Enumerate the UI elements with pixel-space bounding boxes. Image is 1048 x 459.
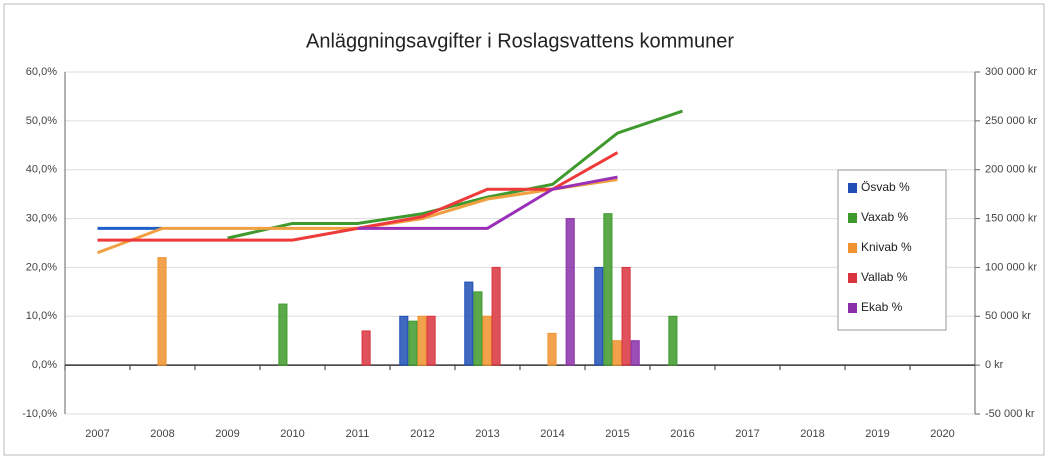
legend-swatch (848, 303, 857, 313)
bar (612, 340, 622, 366)
x-tick-label: 2010 (280, 428, 304, 440)
y-tick-label: 30,0% (26, 212, 57, 224)
y-tick-label: 40,0% (26, 164, 57, 176)
legend-label: Ösvab % (861, 180, 910, 194)
bar (278, 303, 288, 366)
legend-swatch (848, 273, 857, 283)
line (357, 175, 618, 230)
bar (473, 291, 483, 366)
line (227, 109, 683, 240)
bar (399, 315, 409, 366)
y2-tick-label: 0 kr (985, 359, 1004, 371)
y2-tick-label: 250 000 kr (985, 115, 1037, 127)
x-tick-label: 2007 (85, 428, 109, 440)
bar (361, 330, 371, 366)
legend-swatch (848, 183, 857, 193)
x-tick-label: 2017 (735, 428, 759, 440)
bar (464, 281, 474, 366)
bar (630, 340, 640, 366)
x-tick-label: 2014 (540, 428, 564, 440)
legend-label: Vaxab % (861, 210, 908, 224)
bar (157, 257, 167, 366)
bar (408, 320, 418, 366)
x-tick-label: 2019 (865, 428, 889, 440)
bar (603, 213, 613, 366)
y-tick-label: -10,0% (22, 408, 57, 420)
y2-tick-label: 300 000 kr (985, 66, 1037, 78)
legend-label: Ekab % (861, 300, 903, 314)
y-tick-label: 50,0% (26, 115, 57, 127)
y-tick-label: 10,0% (26, 310, 57, 322)
x-tick-label: 2013 (475, 428, 499, 440)
x-tick-label: 2012 (410, 428, 434, 440)
bar (417, 315, 427, 366)
bar (491, 266, 501, 366)
x-tick-label: 2015 (605, 428, 629, 440)
bar (426, 315, 436, 366)
y-tick-label: 0,0% (32, 359, 57, 371)
x-tick-label: 2008 (150, 428, 174, 440)
y2-tick-label: 50 000 kr (985, 310, 1031, 322)
y2-tick-label: 200 000 kr (985, 164, 1037, 176)
bar (668, 315, 678, 366)
legend-swatch (848, 243, 857, 253)
legend-swatch (848, 213, 857, 223)
y-tick-label: 60,0% (26, 66, 57, 78)
legend-label: Knivab % (861, 240, 912, 254)
chart-title: Anläggningsavgifter i Roslagsvattens kom… (306, 30, 734, 52)
x-tick-label: 2020 (930, 428, 954, 440)
x-tick-label: 2016 (670, 428, 694, 440)
bar (565, 218, 575, 366)
legend-label: Vallab % (861, 270, 908, 284)
x-tick-label: 2011 (346, 428, 370, 440)
bar (594, 266, 604, 366)
bar (547, 332, 557, 366)
bar (482, 315, 492, 366)
y2-tick-label: 150 000 kr (985, 212, 1037, 224)
bar (621, 266, 631, 366)
x-tick-label: 2009 (215, 428, 239, 440)
y2-tick-label: -50 000 kr (985, 408, 1035, 420)
y2-tick-label: 100 000 kr (985, 261, 1037, 273)
legend: Ösvab % Vaxab % Knivab % Vallab % Ekab % (837, 169, 947, 331)
x-tick-label: 2018 (800, 428, 824, 440)
y-tick-label: 20,0% (26, 261, 57, 273)
